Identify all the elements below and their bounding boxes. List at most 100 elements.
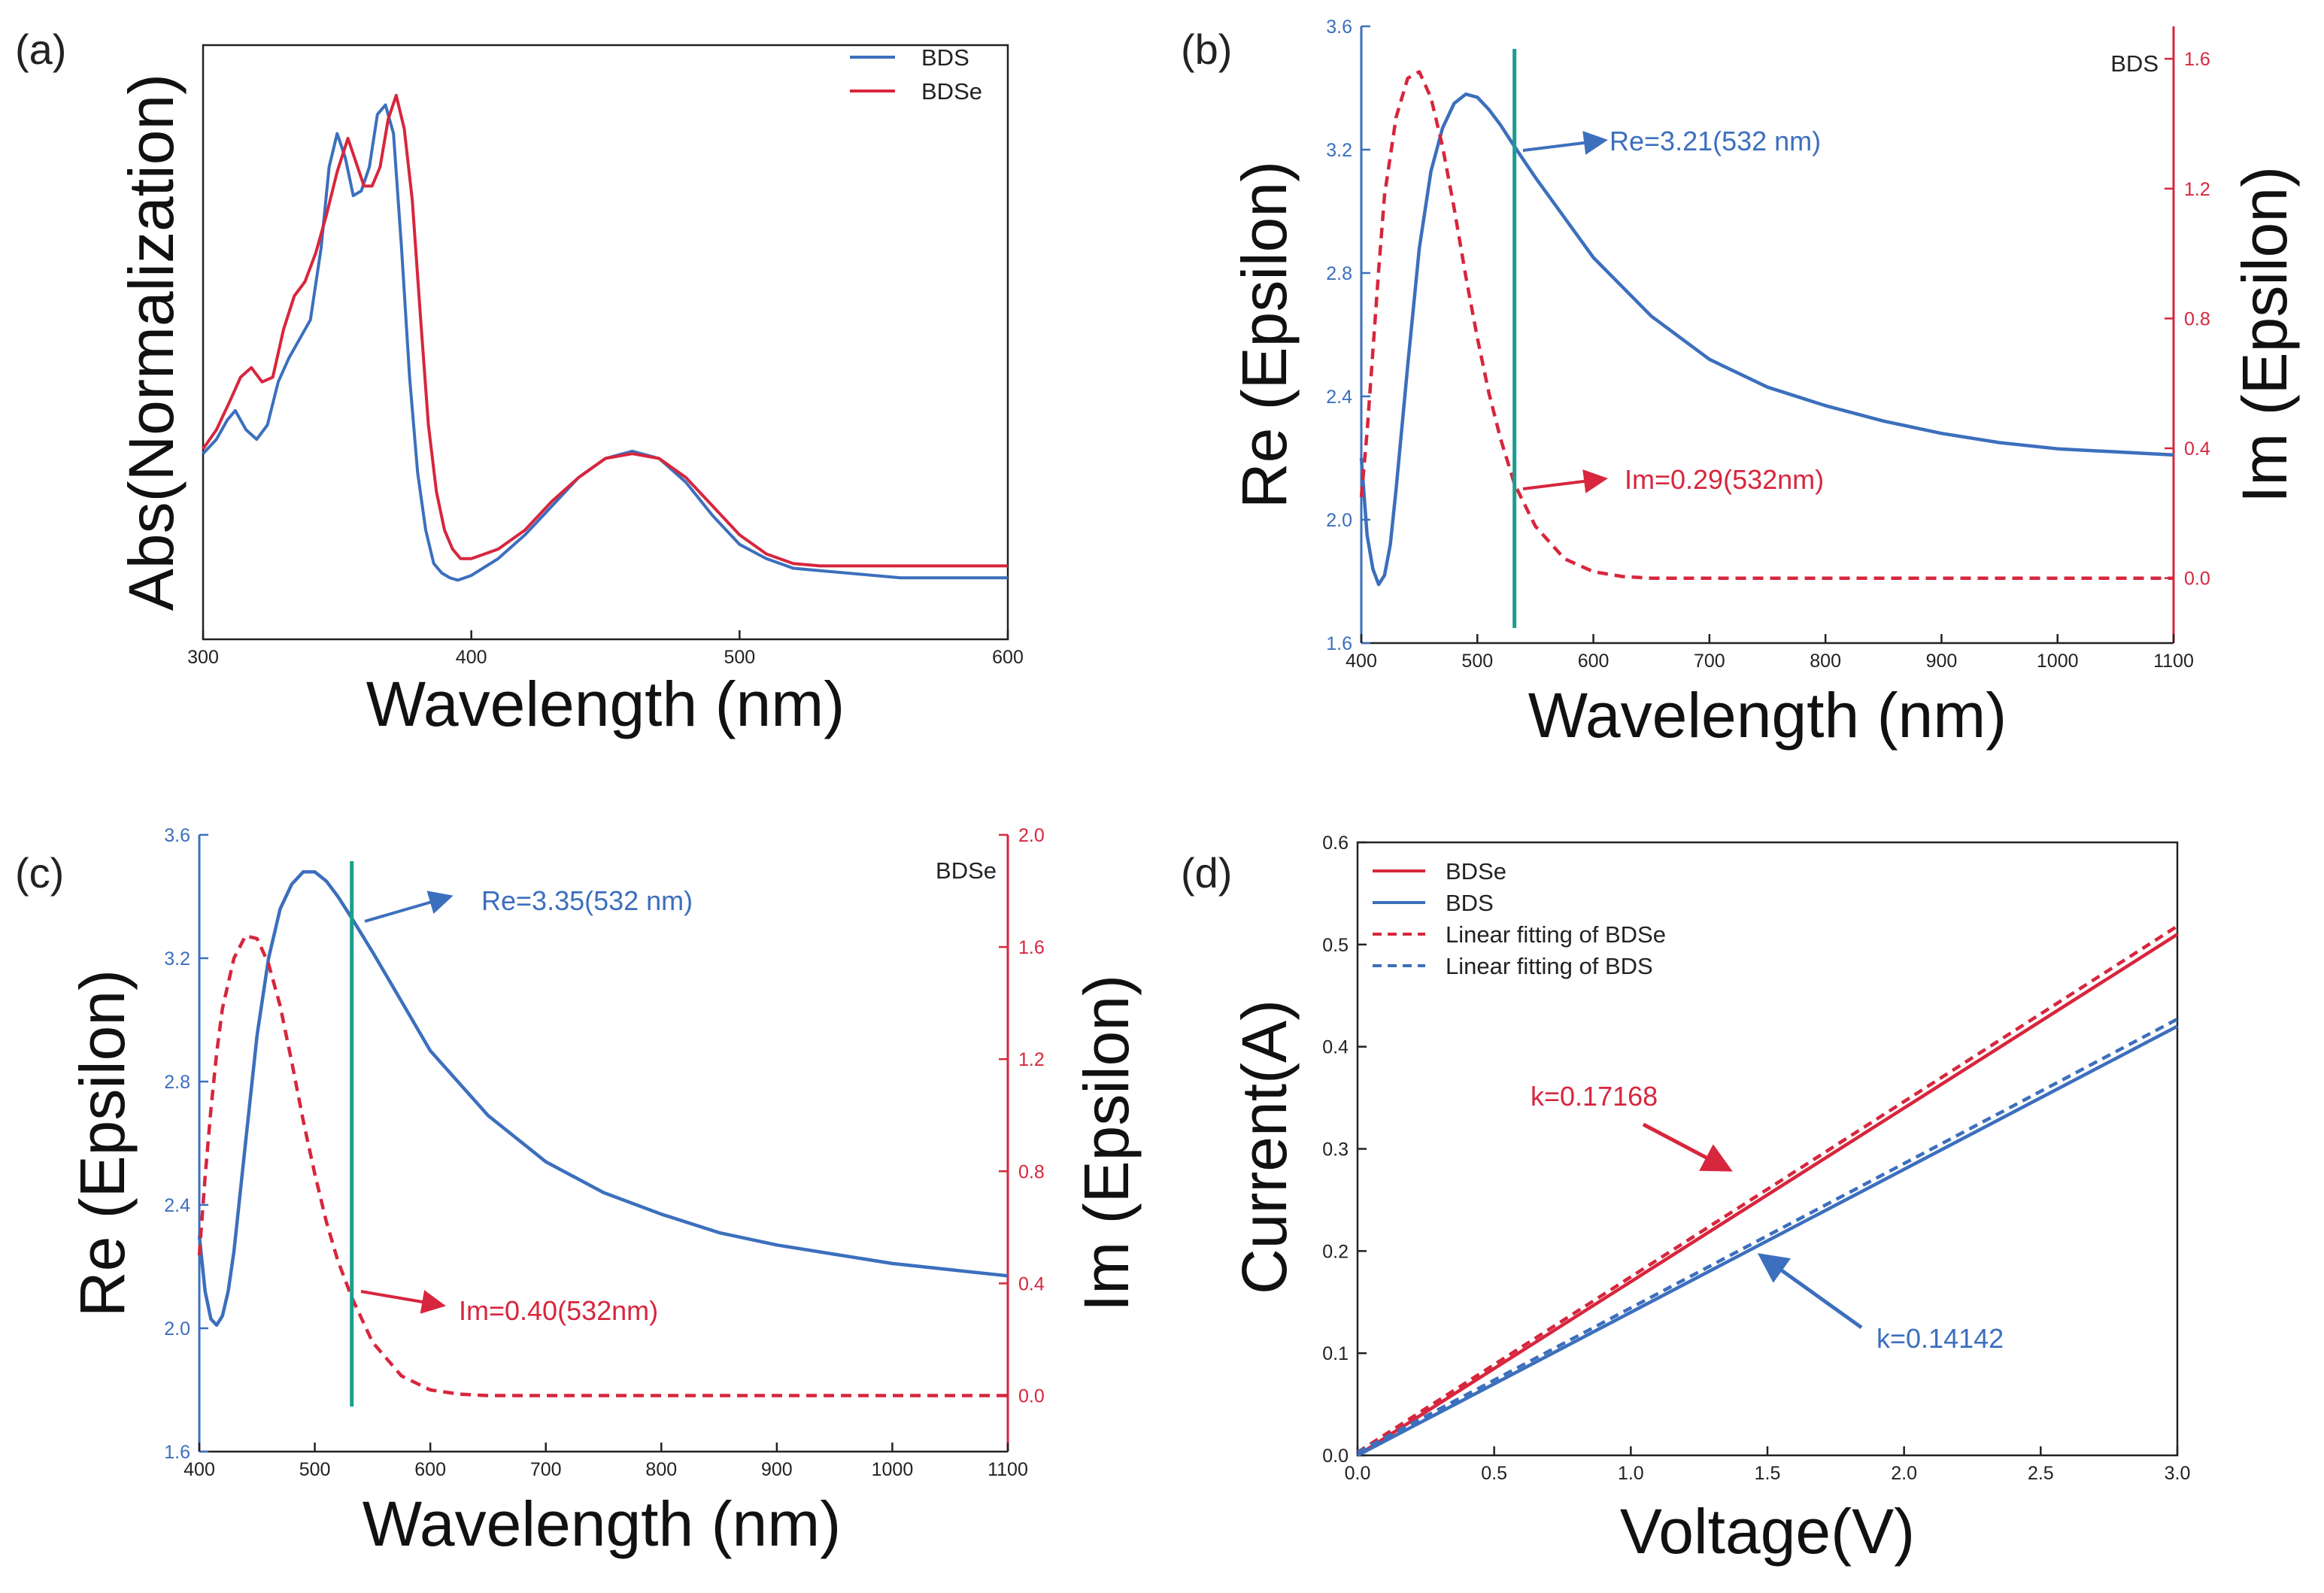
panel-c-right-tick-label: 1.2 <box>1018 1049 1045 1070</box>
panel-d-y-tick-label: 0.3 <box>1322 1139 1349 1161</box>
panel-d-x-axis-title: Voltage(V) <box>1620 1496 1915 1567</box>
panel-c: (c) 1.6 2.0 2.4 2.8 3.2 3.6 0.0 0.4 0.8 1.2 1.6 2.… <box>15 825 1142 1559</box>
panel-c-left-tick-label: 2.0 <box>164 1318 190 1340</box>
panel-c-x-tick-label: 500 <box>299 1459 331 1480</box>
panel-b-x-tick-label: 600 <box>1578 651 1610 672</box>
panel-d-y-tick-label: 0.1 <box>1322 1343 1349 1364</box>
panel-b-series <box>1359 70 2174 587</box>
panel-b-right-tick-label: 0.0 <box>2184 569 2210 590</box>
panel-c-x-axis-title: Wavelength (nm) <box>363 1488 841 1559</box>
panel-d-series <box>1356 924 2179 1457</box>
panel-b-left-axis-title: Re (Epsilon) <box>1229 161 1300 508</box>
legend-label-bdse: BDSe <box>921 78 982 105</box>
panel-b-left-tick-label: 2.8 <box>1326 263 1352 284</box>
series-line-im <box>1359 70 2174 580</box>
panel-c-x-tick-label: 1000 <box>872 1459 914 1480</box>
legend-label-fit-bdse: Linear fitting of BDSe <box>1446 921 1666 948</box>
panel-a-label: (a) <box>15 26 66 73</box>
panel-c-series <box>197 869 1009 1397</box>
panel-c-re-annotation: Re=3.35(532 nm) <box>481 885 693 916</box>
panel-d-y-tick-label: 0.0 <box>1322 1446 1349 1467</box>
panel-d-x-tick-label: 0.5 <box>1481 1463 1507 1484</box>
panel-b-x-tick-label: 1100 <box>2153 651 2194 672</box>
panel-d-x-tick-label: 2.5 <box>2028 1463 2054 1484</box>
panel-c-x-tick-label: 800 <box>645 1459 677 1480</box>
panel-d-k-bds-arrow <box>1757 1253 1863 1330</box>
legend-label-fit-bds: Linear fitting of BDS <box>1446 953 1653 979</box>
panel-a-series <box>202 93 1008 582</box>
panel-b-x-tick-label: 1000 <box>2037 651 2079 672</box>
panel-b-right-ticks: 0.0 0.4 0.8 1.2 1.6 <box>2165 49 2210 590</box>
panel-c-x-ticks: 400 500 600 700 800 900 1000 1100 <box>184 1443 1028 1480</box>
panel-c-x-tick-label: 900 <box>761 1459 793 1480</box>
panel-b-right-tick-label: 1.6 <box>2184 49 2210 70</box>
panel-c-right-tick-label: 2.0 <box>1018 825 1045 846</box>
panel-d-y-ticks: 0.0 0.1 0.2 0.3 0.4 0.5 0.6 <box>1322 833 1367 1467</box>
panel-d-x-tick-label: 1.0 <box>1618 1463 1644 1484</box>
panel-c-x-tick-label: 400 <box>184 1459 215 1480</box>
panel-c-right-tick-label: 0.8 <box>1018 1161 1045 1182</box>
panel-c-x-tick-label: 1100 <box>988 1459 1028 1480</box>
panel-b-left-tick-label: 2.4 <box>1326 387 1352 408</box>
panel-c-left-axis-title: Re (Epsilon) <box>67 969 138 1317</box>
panel-b-left-tick-label: 2.0 <box>1326 510 1352 531</box>
panel-b-x-tick-label: 800 <box>1810 651 1841 672</box>
panel-a-x-tick-label: 400 <box>456 647 487 668</box>
panel-b-right-tick-label: 0.4 <box>2184 438 2210 460</box>
series-line-linear-fitting-of-bds <box>1356 1018 2179 1454</box>
series-line-re <box>1359 92 2174 587</box>
panel-c-sample-tag: BDSe <box>936 857 997 884</box>
panel-d-label: (d) <box>1181 849 1232 897</box>
panel-a: (a) 300 400 500 600 Wavelength (nm) Abs(Nor… <box>15 26 1024 739</box>
panel-d-x-tick-label: 3.0 <box>2165 1463 2191 1484</box>
panel-a-y-axis-title: Abs(Normalization) <box>116 74 187 611</box>
panel-b-re-arrow <box>1522 131 1608 155</box>
panel-b-x-ticks: 400 500 600 700 800 900 1000 1100 <box>1346 634 2194 672</box>
panel-d-k-bdse-annotation: k=0.17168 <box>1531 1081 1658 1112</box>
panel-d-x-ticks: 0.0 0.5 1.0 1.5 2.0 2.5 3.0 <box>1345 1446 2191 1484</box>
panel-d-x-tick-label: 0.0 <box>1345 1463 1371 1484</box>
panel-b-left-tick-label: 3.2 <box>1326 140 1352 161</box>
panel-d-y-tick-label: 0.5 <box>1322 935 1349 956</box>
panel-b-x-axis-title: Wavelength (nm) <box>1528 680 2007 751</box>
panel-d-k-bdse-arrow <box>1642 1122 1733 1172</box>
panel-a-x-tick-label: 600 <box>992 647 1024 668</box>
panel-b-re-annotation: Re=3.21(532 nm) <box>1610 126 1821 156</box>
panel-c-right-tick-label: 1.6 <box>1018 937 1045 958</box>
panel-c-right-tick-label: 0.0 <box>1018 1385 1045 1406</box>
panel-b-right-tick-label: 0.8 <box>2184 308 2210 329</box>
panel-b: (b) 1.6 2.0 2.4 2.8 3.2 3.6 0.0 0.4 0.8 1.2 1.6 4… <box>1181 17 2300 751</box>
series-line-bdse <box>202 93 1008 568</box>
panel-b-im-arrow <box>1522 469 1608 493</box>
panel-d-k-bds-annotation: k=0.14142 <box>1876 1323 2004 1354</box>
series-line-bdse <box>1356 933 2179 1457</box>
panel-d-x-tick-label: 1.5 <box>1755 1463 1781 1484</box>
panel-b-im-annotation: Im=0.29(532nm) <box>1625 464 1824 495</box>
panel-a-x-tick-label: 500 <box>724 647 755 668</box>
panel-b-left-ticks: 1.6 2.0 2.4 2.8 3.2 3.6 <box>1326 17 1370 654</box>
panel-c-left-tick-label: 3.2 <box>164 948 190 969</box>
legend-label-bds: BDS <box>921 44 969 71</box>
panel-c-right-tick-label: 0.4 <box>1018 1273 1045 1294</box>
panel-c-right-axis-title: Im (Epsilon) <box>1071 975 1142 1312</box>
panel-c-annotations: Re=3.35(532 nm) Im=0.40(532nm) <box>360 885 693 1326</box>
panel-b-left-tick-label: 3.6 <box>1326 17 1352 38</box>
panel-c-im-annotation: Im=0.40(532nm) <box>459 1295 658 1326</box>
panel-b-x-tick-label: 400 <box>1346 651 1377 672</box>
panel-d: (d) 0.0 0.1 0.2 0.3 0.4 0.5 0.6 0.0 0.5 1.0 1.5 2.… <box>1181 833 2190 1567</box>
panel-c-x-tick-label: 600 <box>414 1459 446 1480</box>
panel-c-label: (c) <box>15 849 64 897</box>
panel-c-left-tick-label: 3.6 <box>164 825 190 846</box>
panel-d-y-axis-title: Current(A) <box>1229 1000 1300 1294</box>
panel-d-legend: BDSe BDS Linear fitting of BDSe Linear f… <box>1373 858 1666 979</box>
panel-b-sample-tag: BDS <box>2110 50 2159 77</box>
panel-a-x-axis-title: Wavelength (nm) <box>366 669 845 739</box>
series-line-re <box>197 869 1009 1328</box>
panel-a-plot-frame <box>202 44 1009 641</box>
panel-b-label: (b) <box>1181 26 1232 73</box>
series-line-im <box>197 933 1008 1397</box>
panel-b-right-axis-title: Im (Epsilon) <box>2229 166 2300 503</box>
series-line-linear-fitting-of-bdse <box>1356 924 2179 1454</box>
panel-c-left-tick-label: 2.4 <box>164 1195 190 1216</box>
